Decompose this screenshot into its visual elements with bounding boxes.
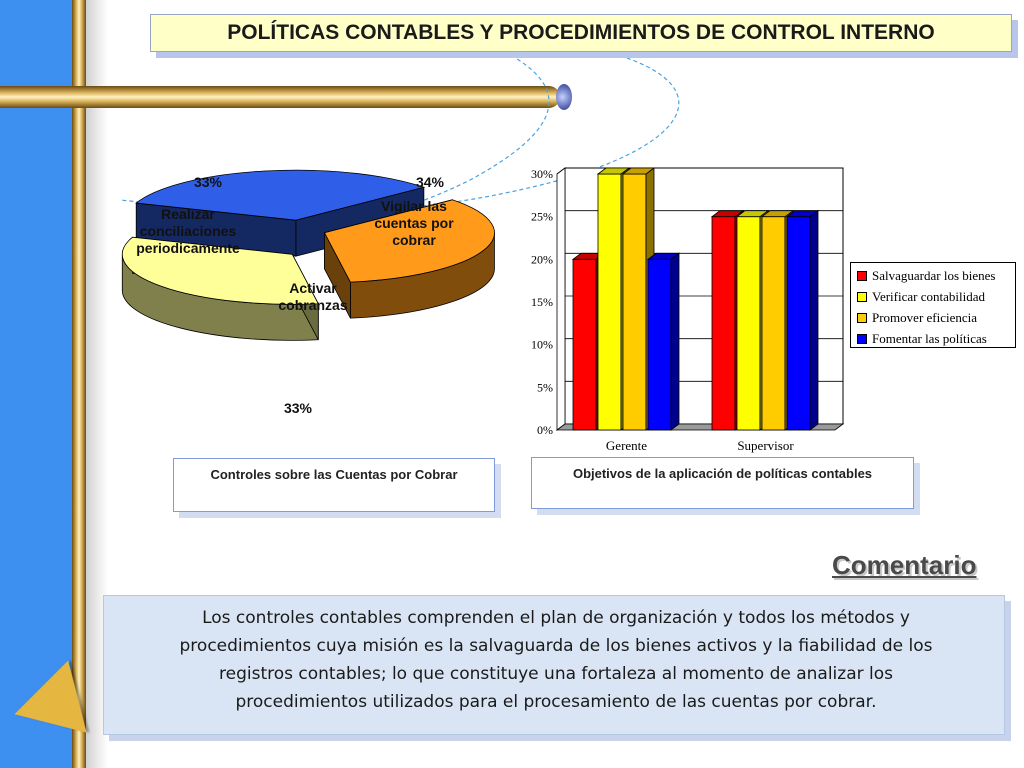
comment-line-1: procedimientos cuya misión es la salvagu…: [179, 636, 933, 656]
bar-0-3: [646, 252, 681, 431]
legend-item-0: Salvaguardar los bienes: [857, 265, 1015, 286]
gold-horizontal-rule: [0, 86, 560, 108]
title-box: POLÍTICAS CONTABLES Y PROCEDIMIENTOS DE …: [150, 14, 1012, 52]
comment-line-0: Los controles contables comprenden el pl…: [202, 608, 910, 628]
legend-swatch-2: [857, 312, 867, 323]
bar-1-3: [785, 209, 820, 431]
legend-swatch-0: [857, 270, 867, 281]
legend-item-3: Fomentar las políticas: [857, 328, 1015, 349]
legend-swatch-1: [857, 291, 867, 302]
legend-label-2: Promover eficiencia: [872, 309, 978, 325]
legend-item-2: Promover eficiencia: [857, 307, 1015, 328]
y-tick-label-0: 0%: [537, 423, 553, 437]
vertical-shadow: [86, 0, 108, 768]
legend-swatch-3: [857, 333, 867, 344]
rule-cap-icon: [556, 84, 572, 110]
y-tick-label-6: 30%: [531, 167, 553, 181]
bar-caption-box: Objetivos de la aplicación de políticas …: [531, 457, 914, 509]
side-wall: [556, 167, 566, 431]
y-tick-label-2: 10%: [531, 338, 553, 352]
pie-slice-label-2: Activar cobranzas: [278, 280, 348, 313]
comment-line-2: registros contables; lo que constituye u…: [219, 664, 893, 684]
comment-line-3: procedimientos utilizados para el proces…: [235, 692, 877, 712]
pie-slice-label-1: Vigilar las cuentas por cobrar: [374, 198, 454, 248]
left-blue-bar: [0, 0, 78, 768]
bar-legend: Salvaguardar los bienes Verificar contab…: [850, 262, 1016, 348]
pie-pct-label-1: 34%: [415, 174, 445, 190]
comment-text: Los controles contables comprenden el pl…: [124, 604, 988, 716]
x-category-label-0: Gerente: [606, 438, 647, 453]
bar-chart: 0% 5% 10% 15% 20% 25% 30% Gerente Supervisor: [531, 167, 845, 453]
pie-chart: [121, 169, 495, 341]
legend-label-0: Salvaguardar los bienes: [872, 267, 996, 283]
legend-label-1: Verificar contabilidad: [872, 288, 985, 304]
legend-item-1: Verificar contabilidad: [857, 286, 1015, 307]
pie-slice-2: [121, 236, 319, 341]
bar-caption: Objetivos de la aplicación de políticas …: [572, 466, 873, 481]
page-title: POLÍTICAS CONTABLES Y PROCEDIMIENTOS DE …: [227, 21, 935, 44]
gold-vertical-rule: [72, 0, 86, 768]
pie-pct-label-0: 33%: [193, 174, 223, 190]
y-tick-label-4: 20%: [531, 252, 553, 266]
y-tick-label-3: 15%: [531, 295, 553, 309]
comment-box: Los controles contables comprenden el pl…: [103, 595, 1005, 735]
pie-caption: Controles sobre las Cuentas por Cobrar: [210, 467, 458, 482]
comment-heading: Comentario: [832, 550, 977, 580]
pie-slice-1: [323, 199, 495, 319]
y-tick-label-1: 5%: [537, 380, 553, 394]
legend-label-3: Fomentar las políticas: [872, 330, 987, 346]
x-category-label-1: Supervisor: [737, 438, 794, 453]
y-tick-label-5: 25%: [531, 210, 553, 224]
pie-slice-label-0: Realizar conciliaciones periodicamente: [136, 206, 240, 256]
pie-slices: [121, 169, 495, 341]
pie-pct-label-2: 33%: [283, 400, 313, 416]
pie-caption-box: Controles sobre las Cuentas por Cobrar: [173, 458, 495, 512]
